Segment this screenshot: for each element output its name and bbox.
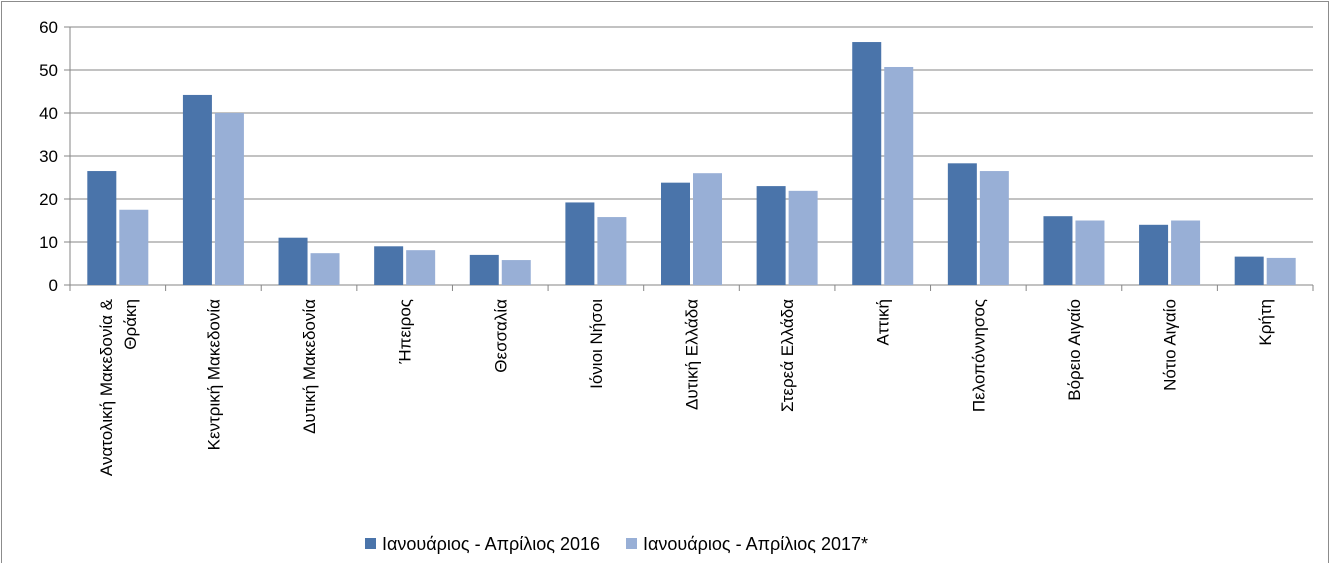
x-tick-label: Ανατολική Μακεδονία & bbox=[97, 298, 116, 476]
bar-series-2017-12 bbox=[1266, 257, 1296, 285]
y-tick-label: 40 bbox=[39, 104, 58, 123]
x-tick-label: Νότιο Αιγαίο bbox=[1161, 299, 1180, 391]
y-tick-label: 20 bbox=[39, 190, 58, 209]
legend-label: Ιανουάριος - Απρίλιος 2017* bbox=[643, 534, 868, 554]
x-tick-label: Δυτική Μακεδονία bbox=[300, 299, 319, 434]
bar-series-2016-2 bbox=[278, 237, 308, 285]
bar-series-2017-11 bbox=[1171, 220, 1201, 285]
y-tick-labels: 0 10 20 30 40 50 60 bbox=[39, 18, 58, 295]
y-tick-label: 60 bbox=[39, 18, 58, 37]
bar-series-2016-0 bbox=[87, 171, 117, 285]
x-tick-label: Θεσσαλία bbox=[491, 299, 510, 373]
bar-series-2017-7 bbox=[788, 190, 818, 285]
legend-label: Ιανουάριος - Απρίλιος 2016 bbox=[382, 534, 600, 554]
bar-series-2016-8 bbox=[852, 42, 882, 285]
bar-series-2016-10 bbox=[1043, 216, 1073, 285]
bar-series-2017-6 bbox=[693, 173, 722, 285]
bar-series-2016-7 bbox=[756, 186, 786, 285]
bar-series-2017-8 bbox=[884, 66, 914, 286]
bar-series-2016-6 bbox=[661, 182, 690, 285]
bar-series-2017-4 bbox=[501, 260, 531, 285]
bar-series-2017-3 bbox=[406, 250, 436, 285]
bar-series-2016-4 bbox=[469, 254, 499, 285]
x-tick-labels: Ανατολική Μακεδονία & Θράκη Κεντρική Μακεδ… bbox=[97, 298, 1275, 476]
bar-series-2017-10 bbox=[1075, 220, 1105, 285]
y-tick-label: 0 bbox=[49, 276, 58, 295]
bar-series-2017-9 bbox=[979, 171, 1009, 285]
y-tick-label: 30 bbox=[39, 147, 58, 166]
legend-swatch bbox=[626, 538, 637, 549]
bar-series-2017-5 bbox=[597, 217, 627, 285]
legend: Ιανουάριος - Απρίλιος 2016 Ιανουάριος - Α… bbox=[365, 534, 868, 554]
x-tick-label: Στερεά Ελλάδα bbox=[778, 299, 797, 412]
bar-series-2016-3 bbox=[374, 246, 404, 285]
axes bbox=[64, 26, 1314, 291]
bar-series-2016-9 bbox=[947, 163, 977, 285]
bar-series-2017-1 bbox=[214, 113, 244, 285]
x-tick-label: Κρήτη bbox=[1256, 299, 1275, 346]
gridlines bbox=[70, 26, 1313, 243]
x-tick-label: Πελοπόννησος bbox=[969, 299, 988, 412]
legend-swatch bbox=[365, 538, 376, 549]
bar-series-2016-1 bbox=[182, 94, 212, 285]
x-tick-label: Κεντρική Μακεδονία bbox=[204, 299, 223, 451]
bars bbox=[87, 42, 1296, 286]
x-tick-label: Ήπειρος bbox=[396, 299, 415, 365]
bar-series-2017-0 bbox=[119, 209, 149, 285]
y-tick-label: 50 bbox=[39, 61, 58, 80]
bar-series-2016-5 bbox=[565, 202, 595, 285]
x-tick-label: Ιόνιοι Νήσοι bbox=[587, 299, 606, 389]
bar-series-2016-11 bbox=[1139, 224, 1169, 285]
y-tick-label: 10 bbox=[39, 233, 58, 252]
x-tick-label: Αττική bbox=[874, 299, 893, 346]
bar-series-2016-12 bbox=[1234, 256, 1264, 285]
x-tick-label: Δυτική Ελλάδα bbox=[683, 299, 702, 410]
x-tick-label: Θράκη bbox=[121, 299, 140, 350]
x-tick-label: Βόρειο Αιγαίο bbox=[1065, 299, 1084, 401]
bar-series-2017-2 bbox=[310, 253, 340, 285]
